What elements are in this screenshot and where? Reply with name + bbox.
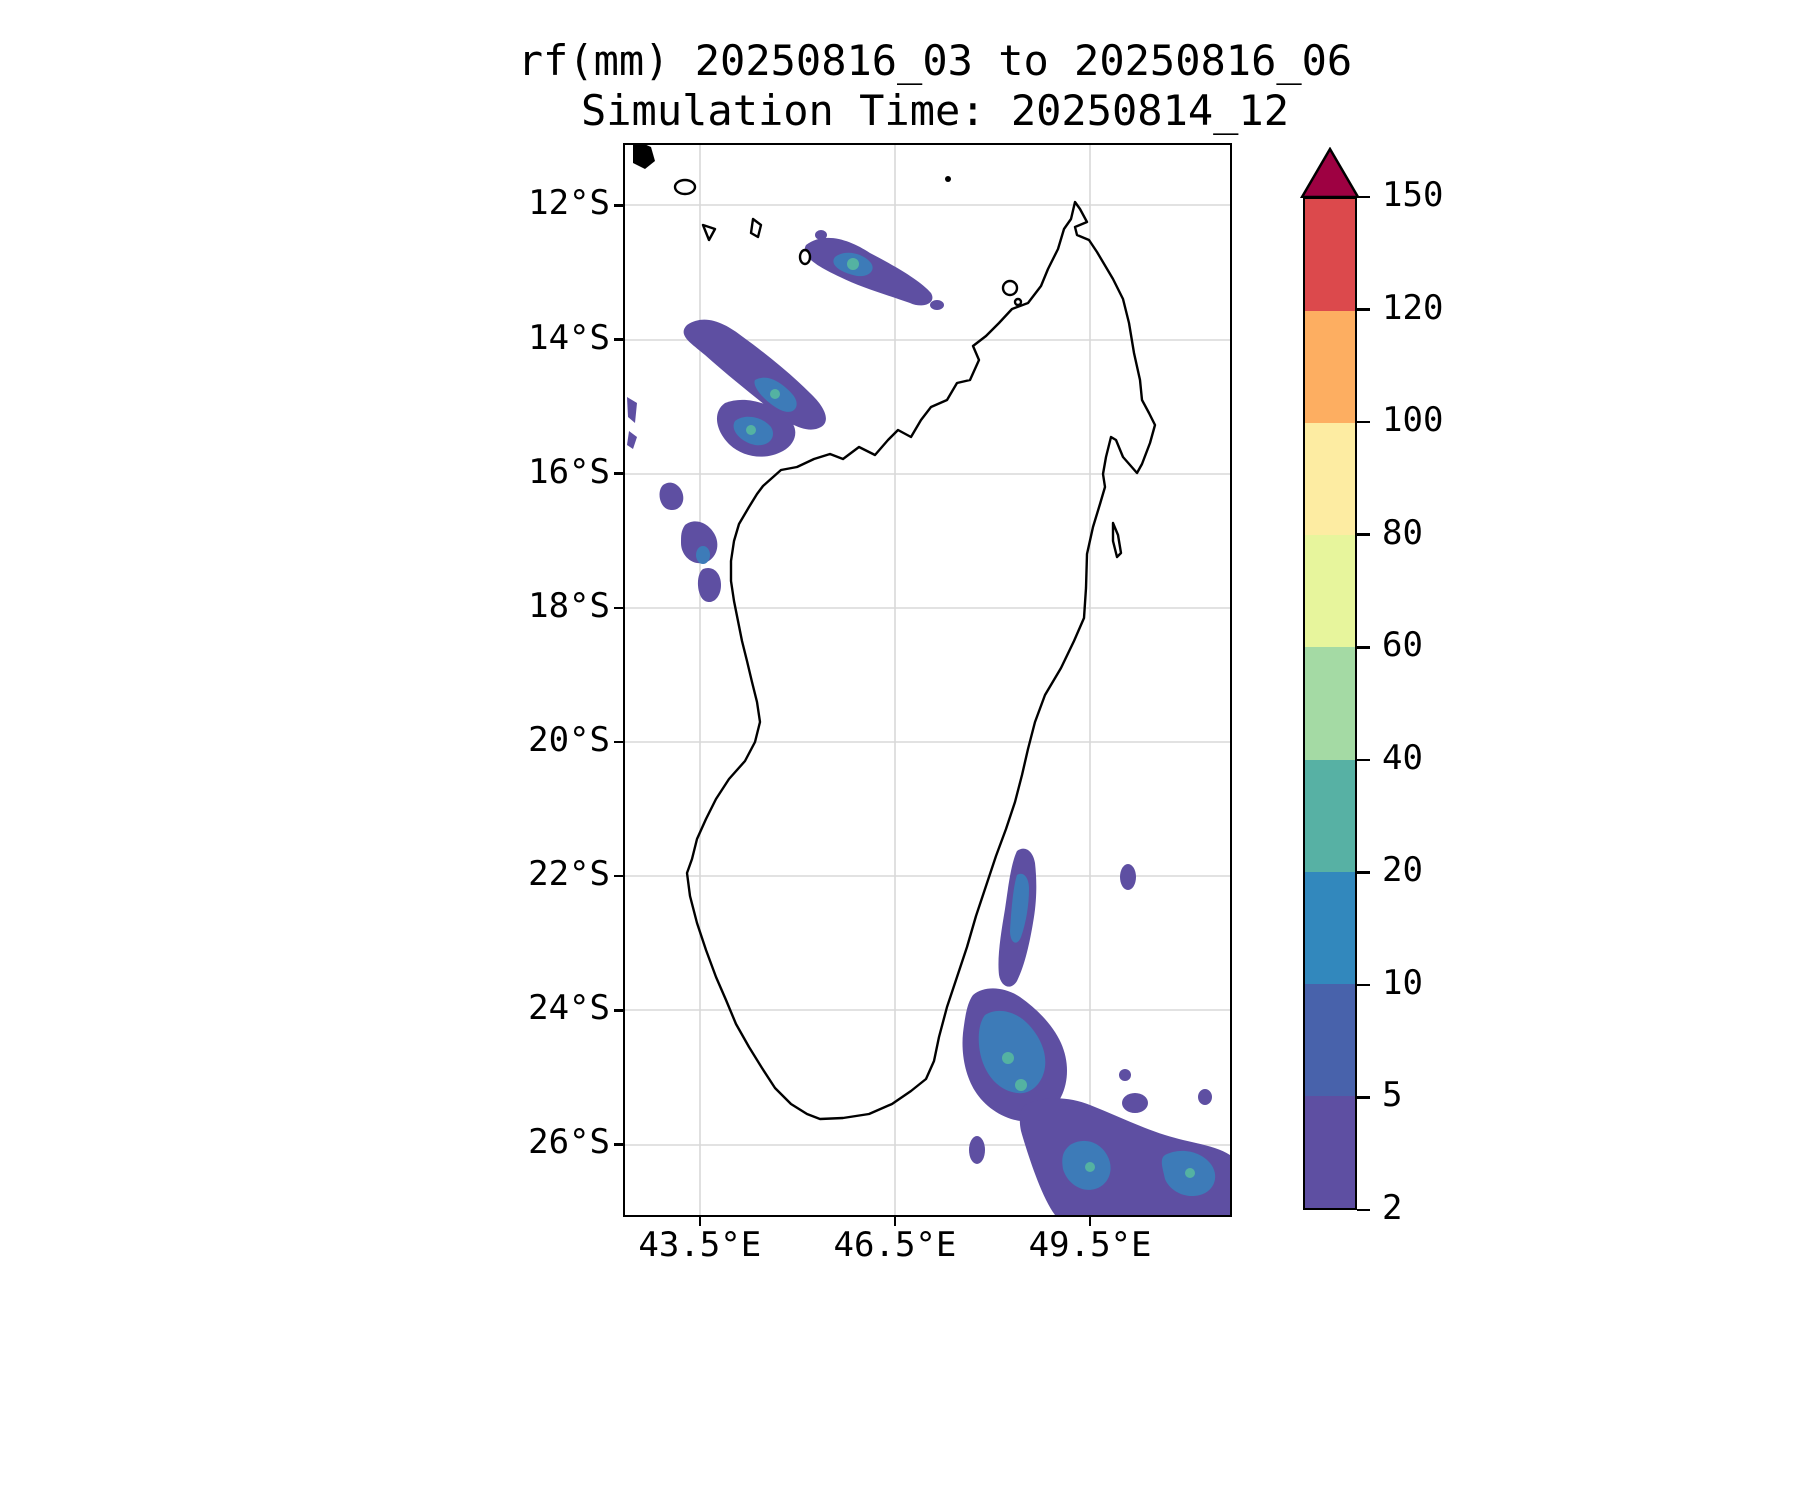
colorbar-segment [1305, 871, 1355, 984]
x-tick-label: 49.5°E [1028, 1225, 1152, 1265]
colorbar-tick-label: 150 [1382, 175, 1444, 215]
grande-comore-island [633, 145, 655, 169]
rain-peak [1002, 1052, 1014, 1064]
colorbar-tick [1357, 308, 1370, 311]
colorbar-tick [1357, 758, 1370, 762]
colorbar-tick-label: 80 [1382, 512, 1423, 553]
colorbar-tick [1357, 420, 1370, 424]
mayotte-island [749, 217, 763, 239]
rain-peak [1015, 1079, 1027, 1091]
y-tick-label: 24°S [528, 988, 610, 1029]
x-tick-label: 43.5°E [638, 1225, 762, 1265]
rain-peak [1185, 1168, 1195, 1178]
colorbar-tick-label: 20 [1382, 850, 1423, 891]
plot-title: rf(mm) 20250816_03 to 20250816_06 [517, 36, 1353, 85]
colorbar-tick [1357, 533, 1370, 536]
rain-patch [1198, 1089, 1212, 1105]
small-island [798, 248, 812, 266]
colorbar-over-arrow [1299, 147, 1361, 198]
y-tick-label: 14°S [528, 317, 610, 358]
rain-peak [746, 425, 756, 435]
madagascar-coastline [685, 200, 1157, 1121]
colorbar-arrow-shape [1299, 147, 1361, 198]
colorbar-segment [1305, 983, 1355, 1096]
rain-patch-west-sliver [627, 397, 637, 423]
y-axis-tick [614, 204, 624, 207]
y-axis-tick [614, 606, 624, 610]
y-axis-tick [614, 874, 624, 878]
colorbar-tick [1357, 646, 1370, 649]
plot-subtitle: Simulation Time: 20250814_12 [580, 86, 1289, 135]
rain-high-layer [746, 258, 1195, 1178]
rain-patch [969, 1136, 985, 1164]
map-plot-area [623, 143, 1232, 1217]
rain-peak [770, 389, 780, 399]
colorbar [1303, 197, 1357, 1210]
anjouan-island [701, 223, 717, 242]
y-axis-tick [614, 740, 624, 744]
colorbar-tick [1357, 1096, 1370, 1099]
y-tick-label: 16°S [528, 451, 610, 492]
glorioso-island [945, 176, 951, 182]
colorbar-segment [1305, 535, 1355, 648]
colorbar-segment [1305, 647, 1355, 760]
colorbar-segment [1305, 311, 1355, 424]
coastlines [673, 178, 1157, 1121]
sainte-marie-island [1111, 521, 1123, 559]
y-axis-tick [614, 338, 624, 341]
nosy-komba-island [1013, 297, 1023, 307]
y-axis-tick [614, 1143, 624, 1146]
colorbar-segment [1305, 759, 1355, 872]
colorbar-tick-label: 2 [1382, 1188, 1403, 1228]
rain-core [1010, 873, 1029, 943]
colorbar-tick-label: 100 [1382, 400, 1444, 441]
colorbar-tick [1357, 195, 1370, 199]
colorbar-tick [1357, 871, 1370, 874]
rain-core [978, 1010, 1046, 1094]
nosy-be-island [1001, 279, 1019, 297]
colorbar-segment [1305, 1095, 1355, 1208]
x-axis-tick [893, 1216, 897, 1226]
rain-patch [1119, 1069, 1131, 1081]
x-tick-label: 46.5°E [833, 1225, 957, 1265]
y-tick-label: 26°S [528, 1122, 610, 1163]
y-axis-tick [614, 1009, 624, 1012]
y-tick-label: 12°S [528, 183, 610, 224]
rain-patch-west-cell [697, 567, 721, 603]
rain-core [696, 546, 710, 564]
y-tick-label: 18°S [528, 585, 610, 626]
filled-islands [633, 145, 951, 182]
moheli-island [673, 178, 697, 196]
colorbar-tick-label: 60 [1382, 625, 1423, 666]
rain-patch-offshore-east [1120, 864, 1136, 890]
colorbar-tick [1357, 983, 1370, 987]
colorbar-tick-label: 40 [1382, 737, 1423, 778]
rain-patch-west-sliver [627, 431, 637, 449]
colorbar-tick-label: 120 [1382, 287, 1444, 328]
rain-patch [1122, 1093, 1148, 1113]
rain-patch [930, 300, 944, 310]
colorbar-tick [1357, 1208, 1370, 1212]
rain-peak [1085, 1162, 1095, 1172]
colorbar-tick-label: 10 [1382, 962, 1423, 1003]
colorbar-segment [1305, 199, 1355, 312]
x-axis-tick [1088, 1216, 1092, 1226]
rain-peak [847, 258, 859, 270]
colorbar-segment [1305, 423, 1355, 536]
y-tick-label: 20°S [528, 720, 610, 760]
x-axis-tick [698, 1216, 702, 1226]
graticule [625, 145, 1230, 1215]
rain-patch-west-cell [659, 482, 684, 511]
map-svg [625, 145, 1230, 1215]
rain-patch [815, 230, 827, 240]
colorbar-tick-label: 5 [1382, 1075, 1403, 1116]
y-axis-tick [614, 472, 624, 475]
y-tick-label: 22°S [528, 854, 610, 895]
